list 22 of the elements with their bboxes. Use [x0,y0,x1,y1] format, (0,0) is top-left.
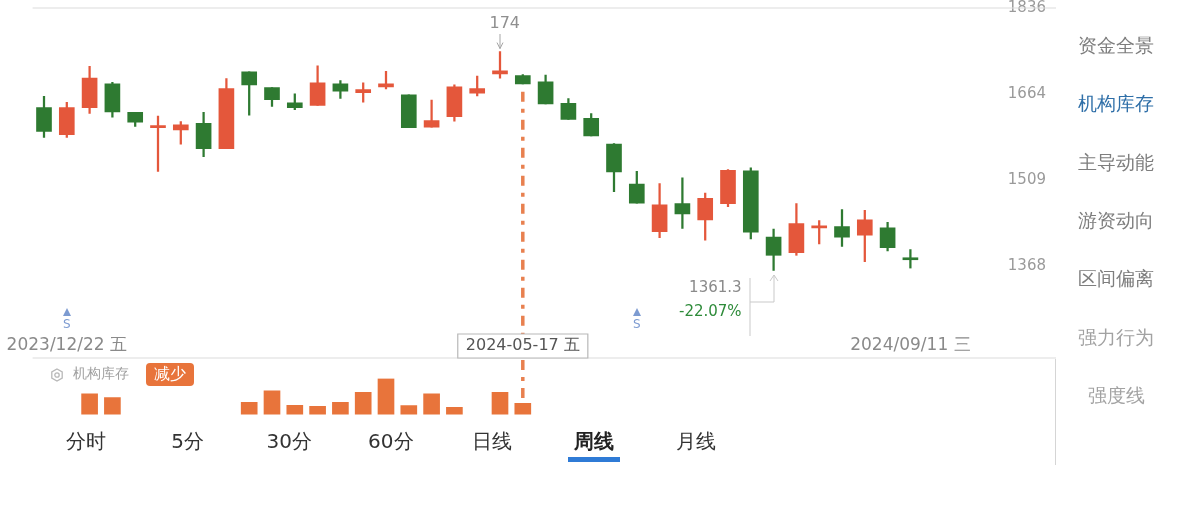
annotation: S [632,317,641,332]
text: 游资动向 [1078,208,1154,231]
candlestick [423,99,440,128]
annotation: S [62,317,71,332]
y-tick-label: 1368 [1007,256,1046,275]
text: 区间偏离 [1078,266,1154,289]
annotation: 174 [489,13,520,33]
x-tick-label: 2023/12/22 五 [6,334,127,355]
text: 资金全景 [1078,33,1154,56]
text: 机构库存 [1078,91,1154,114]
text: 强度线 [1087,383,1145,406]
candlestick [674,177,691,229]
y-tick-label: 1509 [1007,169,1046,188]
text: 主导动能 [1078,150,1154,173]
y-tick-label: 1664 [1007,84,1046,103]
x-tick-label: 2024-05-17 五 [465,335,580,355]
annotation: 1361.3 [689,278,742,297]
annotation: -22.07% [678,302,742,321]
y-tick-label: 1836 [1007,0,1046,16]
text: 强力行为 [1078,325,1154,348]
x-tick-label: 2024/09/11 三 [850,334,971,355]
candlestick [902,249,919,269]
